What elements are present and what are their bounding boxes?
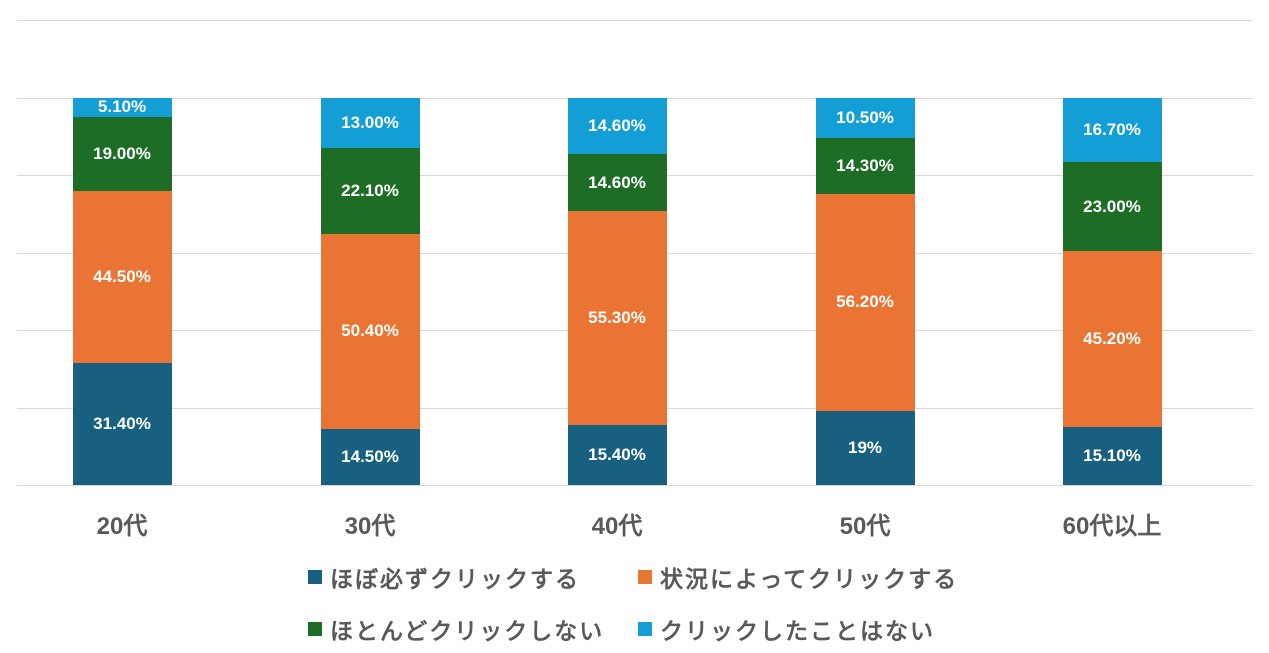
bar-segment: 10.50% [815, 97, 915, 139]
bar-segment: 23.00% [1062, 162, 1162, 252]
bar-segment: 14.50% [320, 428, 420, 485]
bar-segment: 13.00% [320, 97, 420, 148]
legend-item: ほとんどクリックしない [308, 612, 638, 646]
bar-segment: 14.60% [567, 97, 667, 155]
bar-segment: 5.10% [72, 97, 172, 118]
bar-segment: 31.40% [72, 363, 172, 485]
legend-swatch-icon [638, 622, 652, 636]
bar-segment: 15.10% [1062, 426, 1162, 485]
legend-swatch-icon [308, 622, 322, 636]
legend-label: 状況によってクリックする [660, 566, 959, 592]
plot-area: 31.40% 44.50% 19.00% 5.10% 14.50% 50.40% 22.10… [17, 20, 1253, 486]
bar-segment: 45.20% [1062, 251, 1162, 427]
bar-segment: 50.40% [320, 233, 420, 429]
bar-segment: 22.10% [320, 147, 420, 234]
x-tick-label: 20代 [96, 513, 148, 540]
legend-item: クリックしたことはない [638, 612, 988, 646]
stacked-bar: 14.50% 50.40% 22.10% 13.00% [320, 97, 420, 485]
legend-item: ほぼ必ずクリックする [308, 560, 638, 594]
bar-segment: 16.70% [1062, 97, 1162, 163]
gridline [17, 20, 1253, 21]
legend-label: ほぼ必ずクリックする [330, 566, 580, 592]
legend-swatch-icon [308, 570, 322, 584]
stacked-bar: 31.40% 44.50% 19.00% 5.10% [72, 97, 172, 485]
stacked-bar: 15.40% 55.30% 14.60% 14.60% [567, 97, 667, 485]
bar-segment: 14.30% [815, 138, 915, 194]
bar-segment: 19% [815, 411, 915, 485]
gridline [17, 485, 1253, 486]
legend-label: ほとんどクリックしない [330, 618, 605, 644]
bar-segment: 15.40% [567, 425, 667, 485]
x-tick-label: 50代 [839, 513, 891, 540]
bar-segment: 56.20% [815, 193, 915, 412]
legend: ほぼ必ずクリックする 状況によってクリックするほとんどクリックしない クリックしたこ… [308, 560, 988, 646]
bar-segment: 55.30% [567, 211, 667, 426]
bar-segment: 14.60% [567, 154, 667, 212]
bar-segment: 44.50% [72, 190, 172, 364]
x-tick-label: 60代以上 [1062, 513, 1162, 540]
x-tick-label: 30代 [344, 513, 396, 540]
legend-swatch-icon [638, 570, 652, 584]
stacked-bar: 19% 56.20% 14.30% 10.50% [815, 97, 915, 485]
x-tick-label: 40代 [591, 513, 643, 540]
bar-segment: 19.00% [72, 117, 172, 191]
legend-label: クリックしたことはない [660, 618, 935, 644]
legend-item: 状況によってクリックする [638, 560, 988, 594]
stacked-bar: 15.10% 45.20% 23.00% 16.70% [1062, 97, 1162, 485]
